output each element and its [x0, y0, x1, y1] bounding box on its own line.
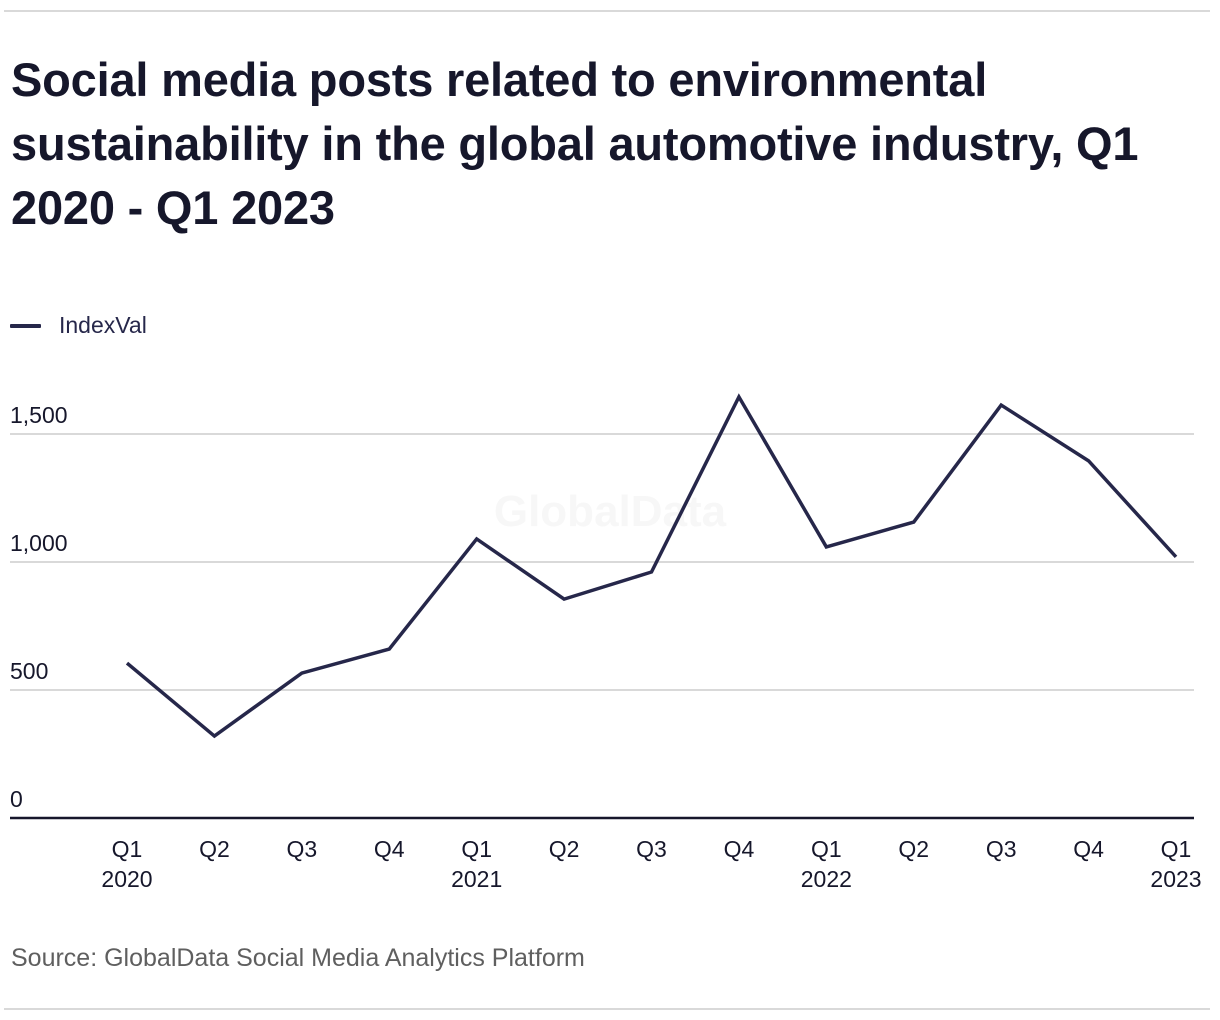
data-point[interactable]	[121, 657, 133, 669]
data-point[interactable]	[1170, 551, 1182, 563]
data-point[interactable]	[558, 593, 570, 605]
top-divider	[4, 10, 1210, 12]
data-point[interactable]	[646, 566, 658, 578]
x-tick-label: Q4	[374, 836, 405, 862]
x-tick-year-label: 2023	[1150, 866, 1201, 892]
data-point[interactable]	[296, 667, 308, 679]
data-point[interactable]	[383, 643, 395, 655]
x-tick-label: Q3	[286, 836, 317, 862]
watermark: GlobalData	[494, 487, 727, 536]
y-tick-label: 0	[10, 786, 23, 812]
gridlines	[10, 433, 1194, 691]
y-tick-label: 500	[10, 658, 48, 684]
legend-line-icon	[10, 323, 41, 328]
series-line	[125, 393, 1178, 739]
y-axis-labels: 0 500 1,000 1,500	[10, 402, 68, 812]
x-tick-label: Q4	[724, 836, 755, 862]
y-tick-label: 1,000	[10, 530, 68, 556]
data-point[interactable]	[208, 730, 220, 742]
x-tick-year-label: 2020	[101, 866, 152, 892]
y-tick-label: 1,500	[10, 402, 68, 428]
data-point[interactable]	[908, 516, 920, 528]
data-point[interactable]	[1083, 455, 1095, 467]
chart-title: Social media posts related to environmen…	[11, 53, 1139, 234]
x-tick-label: Q2	[549, 836, 580, 862]
x-tick-label: Q2	[898, 836, 929, 862]
x-tick-label: Q2	[199, 836, 230, 862]
x-tick-label: Q3	[636, 836, 667, 862]
series-indexval	[121, 391, 1182, 742]
data-point[interactable]	[995, 399, 1007, 411]
data-point[interactable]	[820, 541, 832, 553]
x-tick-year-label: 2022	[801, 866, 852, 892]
x-tick-label: Q1	[112, 836, 143, 862]
data-point[interactable]	[471, 533, 483, 545]
x-tick-year-label: 2021	[451, 866, 502, 892]
legend[interactable]: IndexVal	[10, 312, 147, 339]
x-tick-label: Q1	[1161, 836, 1192, 862]
x-tick-label: Q4	[1073, 836, 1104, 862]
x-axis-labels: Q1 2020 Q2 Q3 Q4 Q1 2021 Q2 Q3 Q4 Q1 2022 Q2 Q3 Q4 Q1 20…	[101, 836, 1201, 892]
legend-label: IndexVal	[59, 312, 147, 338]
x-tick-label: Q3	[986, 836, 1017, 862]
data-point[interactable]	[733, 391, 745, 403]
bottom-divider	[4, 1008, 1210, 1010]
source-note: Source: GlobalData Social Media Analytic…	[11, 944, 585, 972]
x-tick-label: Q1	[811, 836, 842, 862]
x-tick-label: Q1	[461, 836, 492, 862]
